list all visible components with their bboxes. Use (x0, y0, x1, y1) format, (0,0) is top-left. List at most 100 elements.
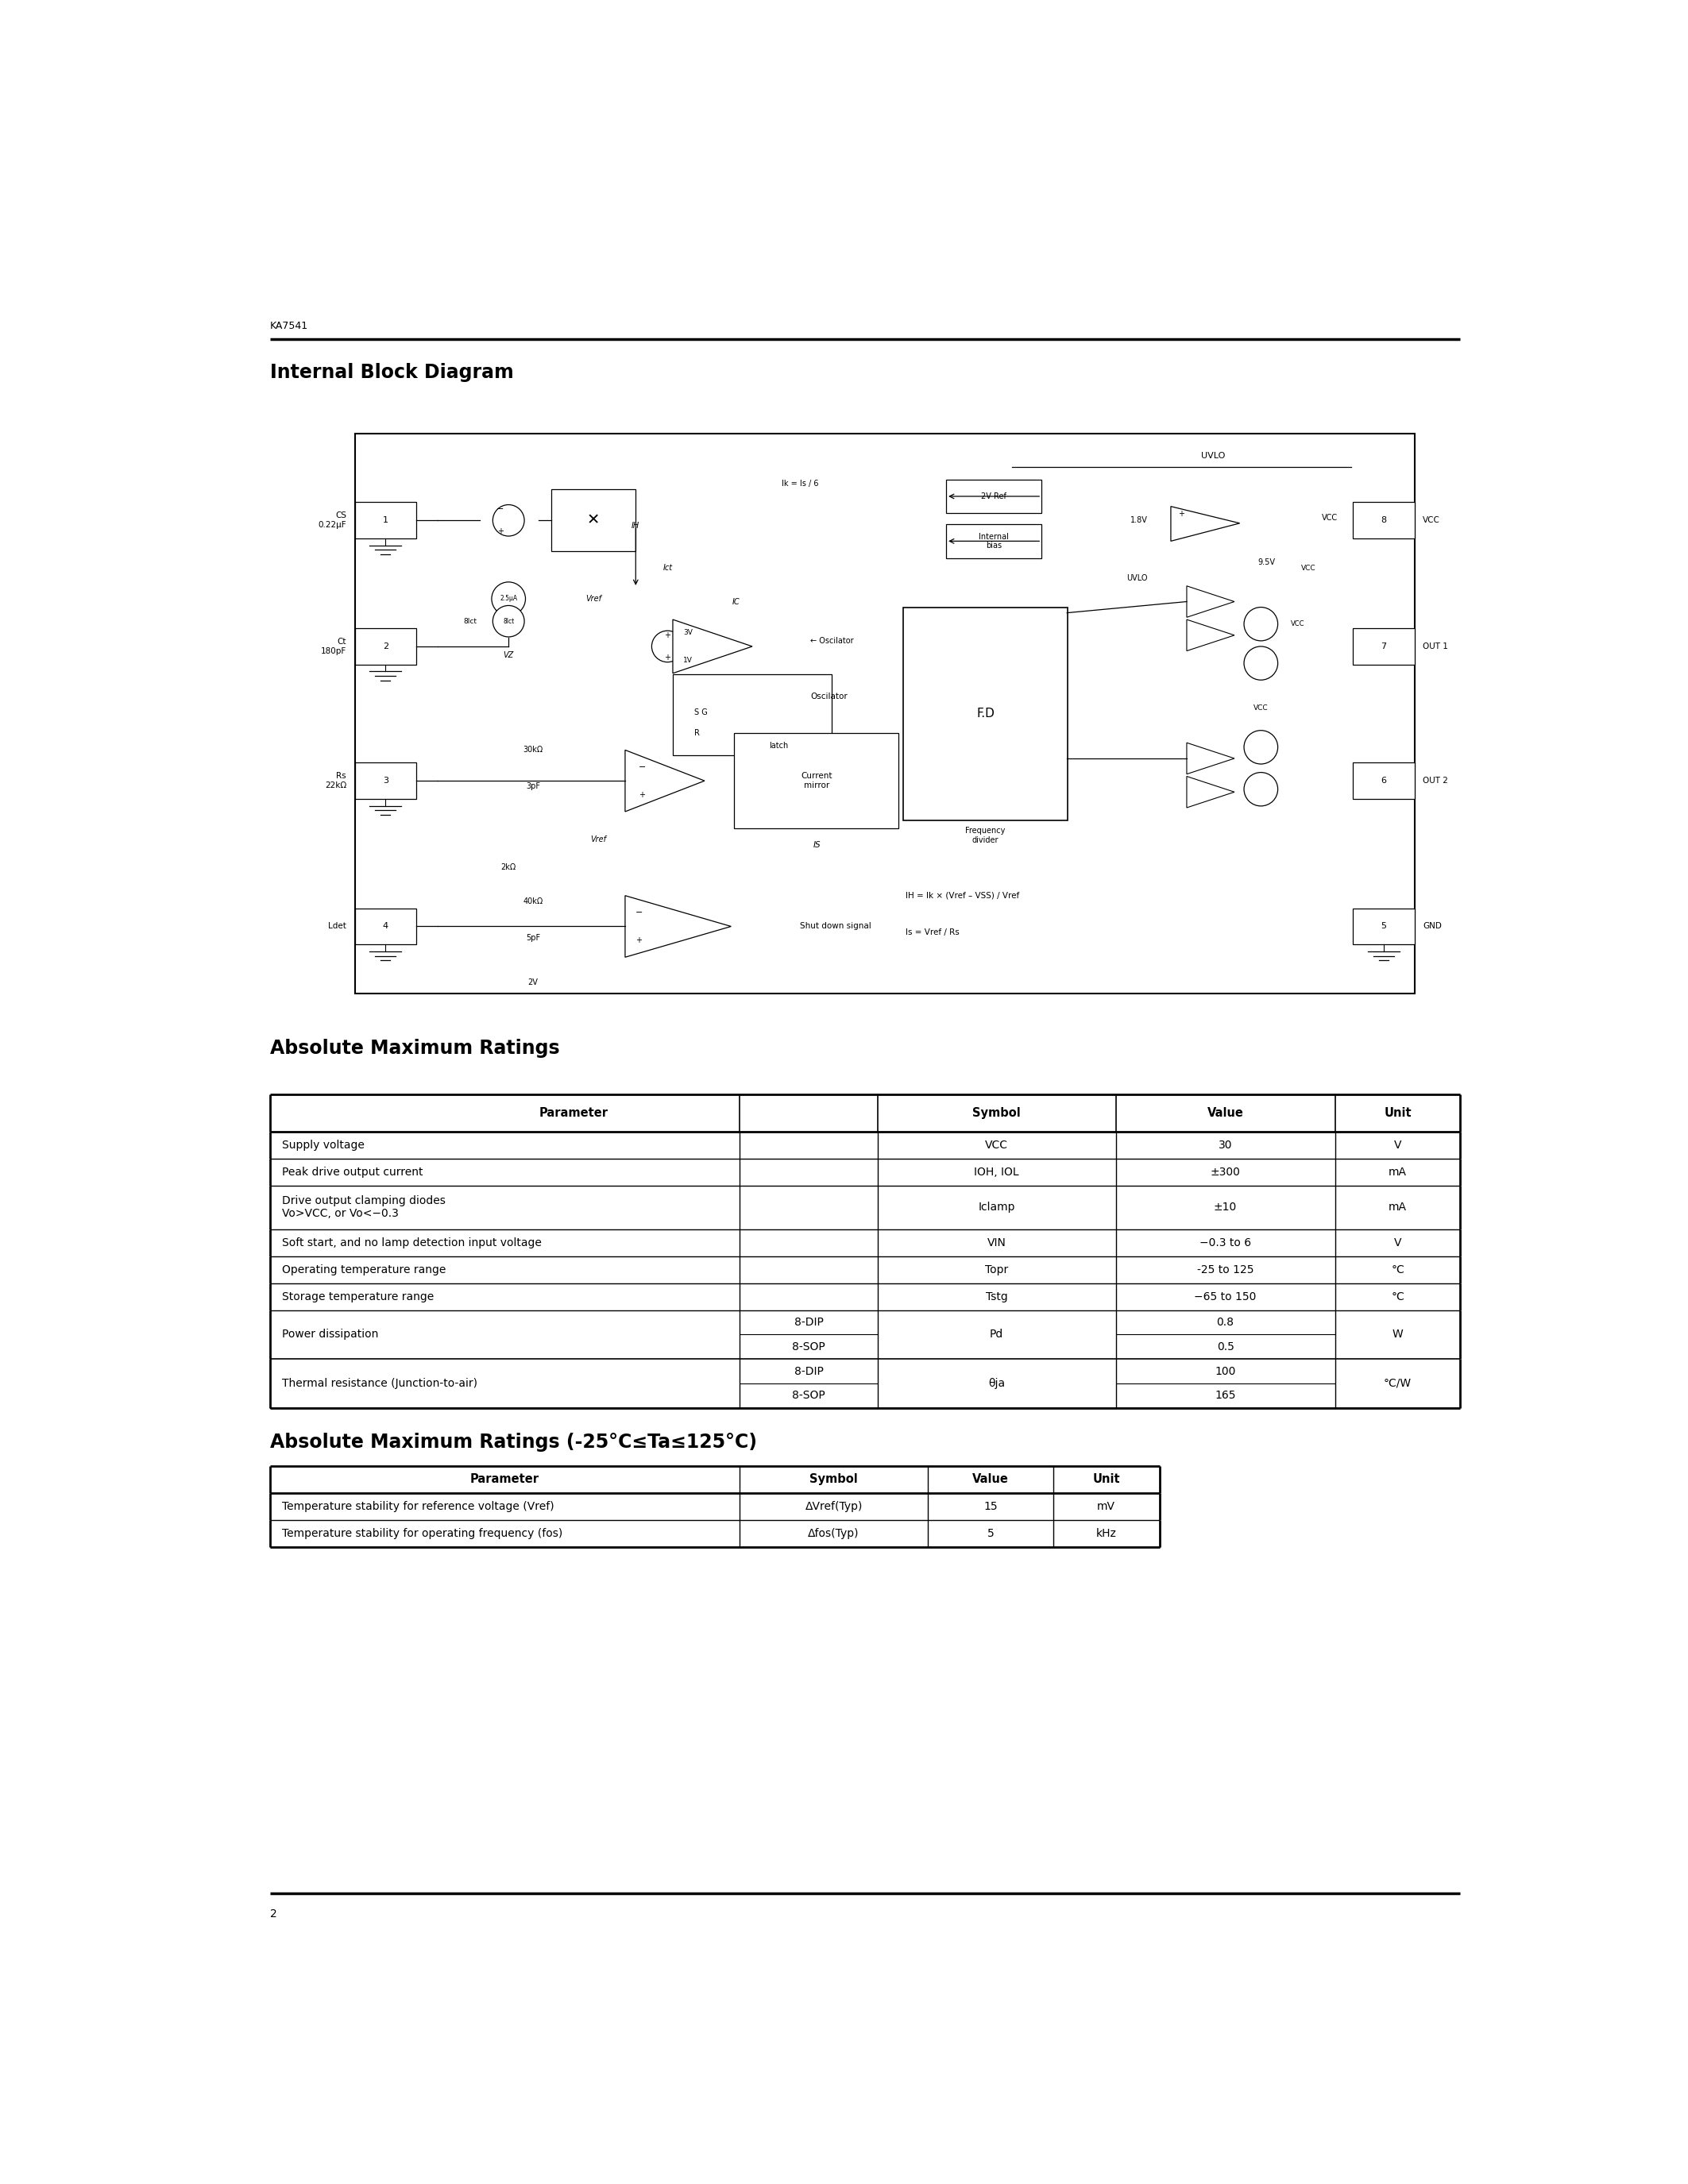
Text: Absolute Maximum Ratings (-25°C≤Ta≤125°C): Absolute Maximum Ratings (-25°C≤Ta≤125°C… (270, 1433, 756, 1452)
Text: 6: 6 (1381, 778, 1386, 784)
Text: 9.5V: 9.5V (1258, 559, 1274, 566)
Text: Ct
180pF: Ct 180pF (321, 638, 346, 655)
Text: +: + (665, 653, 670, 662)
Text: +: + (496, 529, 503, 535)
Text: Vref: Vref (586, 594, 601, 603)
Text: Internal Block Diagram: Internal Block Diagram (270, 363, 513, 382)
Polygon shape (1187, 775, 1234, 808)
Text: CS
0.22μF: CS 0.22μF (317, 511, 346, 529)
Bar (1354, 502, 1415, 539)
Text: Ldet: Ldet (327, 922, 346, 930)
Text: Frequency
divider: Frequency divider (966, 828, 1006, 845)
Text: Pd: Pd (989, 1330, 1004, 1341)
Text: VCC: VCC (1301, 563, 1317, 572)
Text: IOH, IOL: IOH, IOL (974, 1166, 1020, 1177)
Text: Temperature stability for operating frequency (fos): Temperature stability for operating freq… (282, 1529, 562, 1540)
Text: 5pF: 5pF (525, 933, 540, 941)
Polygon shape (674, 620, 753, 673)
Text: 2: 2 (270, 1909, 277, 1920)
Text: +: + (1178, 509, 1185, 518)
Text: VCC: VCC (1291, 620, 1305, 627)
Bar (354, 435, 1415, 994)
Text: Ik = Is / 6: Ik = Is / 6 (782, 480, 819, 487)
Text: +: + (665, 631, 670, 640)
Circle shape (1244, 773, 1278, 806)
Bar (1354, 909, 1415, 946)
Bar (354, 762, 417, 799)
Polygon shape (1187, 585, 1234, 618)
Circle shape (491, 581, 525, 616)
Circle shape (493, 605, 525, 638)
Text: Value: Value (1207, 1107, 1244, 1118)
Text: Current
mirror: Current mirror (802, 773, 832, 788)
Text: 2.5μA: 2.5μA (500, 596, 517, 603)
Text: ±10: ±10 (1214, 1201, 1237, 1212)
Text: VZ: VZ (503, 651, 513, 660)
Text: −: − (496, 505, 503, 513)
Text: Is = Vref / Rs: Is = Vref / Rs (906, 928, 960, 937)
Text: Tstg: Tstg (986, 1291, 1008, 1302)
Text: 8-DIP: 8-DIP (793, 1365, 824, 1376)
Bar (550, 489, 636, 550)
Text: Ict: Ict (663, 563, 672, 572)
Text: Internal
bias: Internal bias (979, 533, 1009, 550)
Text: Drive output clamping diodes
Vo>VCC, or Vo<−0.3: Drive output clamping diodes Vo>VCC, or … (282, 1195, 446, 1219)
Text: IH = Ik × (Vref – VSS) / Vref: IH = Ik × (Vref – VSS) / Vref (906, 891, 1020, 900)
Text: VCC: VCC (1254, 705, 1268, 712)
Text: −0.3 to 6: −0.3 to 6 (1200, 1238, 1251, 1249)
Polygon shape (1187, 620, 1234, 651)
Polygon shape (1171, 507, 1239, 542)
Text: 8: 8 (1381, 515, 1386, 524)
Text: Unit: Unit (1092, 1474, 1121, 1485)
Text: 2V Ref: 2V Ref (981, 491, 1006, 500)
Text: 165: 165 (1215, 1391, 1236, 1402)
Text: 3pF: 3pF (525, 782, 540, 791)
Text: -25 to 125: -25 to 125 (1197, 1265, 1254, 1275)
Text: Symbol: Symbol (810, 1474, 858, 1485)
Text: 2: 2 (383, 642, 388, 651)
Text: Soft start, and no lamp detection input voltage: Soft start, and no lamp detection input … (282, 1238, 542, 1249)
Polygon shape (1187, 743, 1234, 773)
Circle shape (1244, 607, 1278, 640)
Text: 8-DIP: 8-DIP (793, 1317, 824, 1328)
Bar (1354, 629, 1415, 664)
Text: 40kΩ: 40kΩ (523, 898, 544, 904)
Text: Unit: Unit (1384, 1107, 1411, 1118)
Text: °C: °C (1391, 1291, 1404, 1302)
Text: 8-SOP: 8-SOP (792, 1391, 825, 1402)
Text: OUT 1: OUT 1 (1423, 642, 1448, 651)
Text: 3V: 3V (684, 629, 692, 636)
Circle shape (1244, 729, 1278, 764)
Text: 0.5: 0.5 (1217, 1341, 1234, 1352)
Text: 100: 100 (1215, 1365, 1236, 1376)
Text: 0.8: 0.8 (1217, 1317, 1234, 1328)
Text: 5: 5 (987, 1529, 994, 1540)
Circle shape (652, 631, 684, 662)
Text: S G: S G (694, 708, 707, 716)
Text: +: + (638, 791, 645, 799)
Text: 5: 5 (1381, 922, 1386, 930)
Text: 30kΩ: 30kΩ (523, 747, 544, 753)
Text: 4: 4 (383, 922, 388, 930)
Text: 8Ict: 8Ict (463, 618, 476, 625)
Bar (1354, 762, 1415, 799)
Text: OUT 2: OUT 2 (1423, 778, 1448, 784)
Bar (354, 909, 417, 946)
Text: Shut down signal: Shut down signal (800, 922, 871, 930)
Text: Parameter: Parameter (471, 1474, 540, 1485)
Text: latch: latch (770, 743, 788, 749)
Text: 2V: 2V (528, 978, 538, 987)
Text: V: V (1394, 1238, 1401, 1249)
Text: ← Oscilator: ← Oscilator (810, 638, 854, 644)
Text: 3: 3 (383, 778, 388, 784)
Text: Power dissipation: Power dissipation (282, 1330, 378, 1341)
Bar (734, 734, 898, 828)
Text: Absolute Maximum Ratings: Absolute Maximum Ratings (270, 1040, 559, 1057)
Text: 8Ict: 8Ict (503, 618, 515, 625)
Text: 15: 15 (984, 1500, 998, 1511)
Text: 7: 7 (1381, 642, 1386, 651)
Text: KA7541: KA7541 (270, 321, 309, 332)
Text: −: − (636, 909, 643, 917)
Circle shape (493, 505, 525, 535)
Text: Temperature stability for reference voltage (Vref): Temperature stability for reference volt… (282, 1500, 554, 1511)
